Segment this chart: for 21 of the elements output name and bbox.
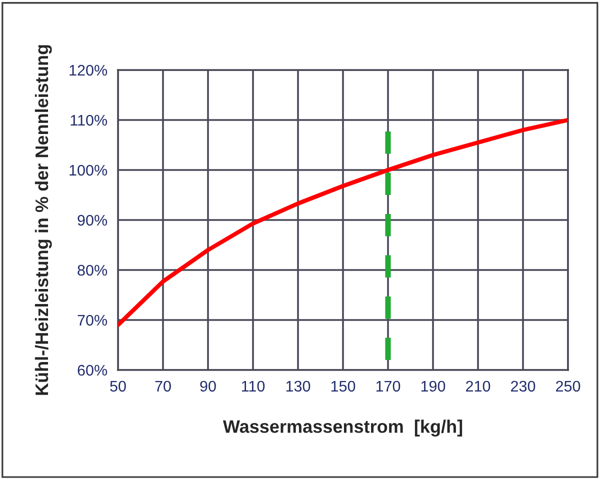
x-tick-label: 210 [466,380,490,392]
y-tick-label: 60% [78,364,108,376]
x-tick-label: 230 [511,380,536,392]
x-tick-label: 90 [200,380,216,392]
y-axis-title: Kühl-/Heizleistung in % der Nennleistung [34,45,52,395]
x-tick-label: 250 [556,380,580,392]
x-tick-label: 110 [242,380,265,392]
y-tick-label: 70% [78,314,108,326]
x-tick-label: 190 [421,380,446,392]
y-tick-label: 110% [70,114,108,126]
x-tick-label: 170 [376,380,400,392]
y-tick-label: 80% [78,264,108,276]
y-tick-label: 100% [70,164,108,176]
line-series [118,118,568,328]
y-tick-label: 90% [78,214,108,226]
x-tick-label: 50 [110,380,126,392]
y-tick-label: 120% [70,64,108,76]
x-axis-title: Wassermassenstrom [kg/h] [222,420,462,437]
x-tick-label: 130 [286,380,310,392]
x-tick-label: 70 [155,380,171,392]
x-tick-label: 150 [331,380,356,392]
